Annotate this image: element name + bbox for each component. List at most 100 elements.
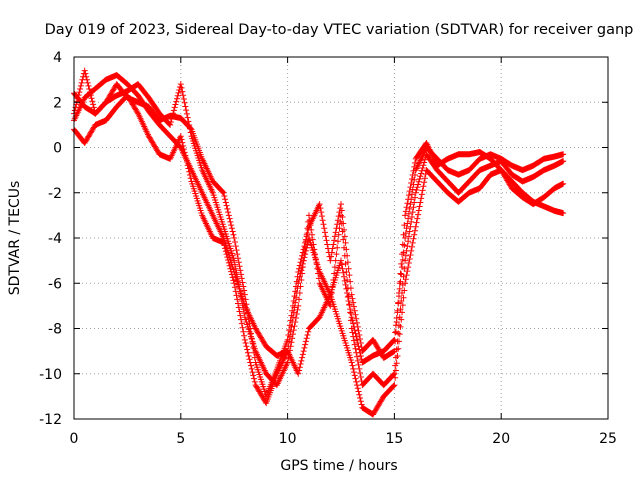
- data-point: [227, 265, 234, 272]
- grid: [74, 57, 608, 419]
- data-point: [298, 357, 305, 364]
- data-point: [229, 228, 236, 235]
- data-point: [406, 228, 413, 235]
- data-point: [225, 209, 232, 216]
- data-point: [350, 365, 357, 372]
- data-point: [302, 338, 309, 345]
- data-point: [310, 241, 317, 248]
- data-point: [225, 256, 232, 263]
- data-point: [241, 291, 248, 298]
- data-point: [231, 284, 238, 291]
- data-point: [345, 293, 352, 300]
- data-point: [338, 261, 345, 268]
- data-point: [182, 152, 189, 159]
- data-point: [351, 307, 358, 314]
- data-point: [296, 296, 303, 303]
- data-point: [408, 180, 415, 187]
- data-point: [298, 256, 305, 263]
- data-point: [249, 369, 256, 376]
- data-point: [395, 299, 402, 306]
- data-point: [416, 176, 423, 183]
- data-point: [235, 255, 242, 262]
- data-point: [347, 317, 354, 324]
- data-point: [405, 215, 412, 222]
- data-point: [390, 371, 397, 378]
- data-point: [315, 275, 322, 282]
- data-point: [348, 291, 355, 298]
- data-point: [398, 316, 405, 323]
- data-point: [334, 244, 341, 251]
- data-point: [334, 217, 341, 224]
- data-point: [84, 79, 91, 86]
- data-point: [240, 328, 247, 335]
- data-point: [355, 327, 362, 334]
- data-point: [293, 310, 300, 317]
- data-point: [394, 309, 401, 316]
- data-point: [330, 241, 337, 248]
- data-point: [248, 365, 255, 372]
- data-point: [287, 317, 294, 324]
- data-point: [226, 215, 233, 222]
- data-point: [250, 344, 257, 351]
- data-point: [223, 251, 230, 258]
- data-point: [405, 210, 412, 217]
- data-point: [305, 212, 312, 219]
- data-point: [300, 348, 307, 355]
- data-point: [402, 235, 409, 241]
- data-point: [396, 285, 403, 292]
- data-point: [233, 247, 240, 254]
- data-point: [295, 268, 302, 275]
- data-point: [246, 356, 253, 363]
- data-point: [406, 256, 413, 263]
- data-point: [180, 96, 187, 103]
- data-point: [292, 283, 299, 290]
- y-tick-label: -12: [39, 412, 62, 428]
- data-point: [225, 259, 232, 266]
- data-point: [324, 241, 331, 248]
- data-point: [408, 176, 415, 183]
- data-point: [304, 331, 311, 338]
- series-track-d: [71, 67, 567, 400]
- data-point: [221, 192, 228, 199]
- data-point: [296, 262, 303, 269]
- data-point: [299, 249, 306, 256]
- data-point: [343, 268, 350, 275]
- data-point: [179, 139, 186, 146]
- data-point: [303, 335, 310, 342]
- data-point: [229, 274, 236, 281]
- data-point: [410, 204, 417, 211]
- data-point: [234, 273, 241, 280]
- data-point: [419, 165, 426, 172]
- data-point: [354, 323, 361, 330]
- data-point: [406, 205, 413, 212]
- data-point: [90, 104, 97, 111]
- data-point: [355, 388, 362, 395]
- data-point: [225, 212, 232, 219]
- data-point: [81, 67, 88, 74]
- data-point: [402, 208, 409, 215]
- data-point: [415, 211, 422, 218]
- data-point: [353, 349, 360, 356]
- data-point: [235, 300, 242, 307]
- data-point: [301, 344, 308, 351]
- data-point: [77, 82, 84, 89]
- data-point: [238, 293, 245, 300]
- series-track-c: [71, 92, 567, 418]
- data-point: [350, 337, 357, 344]
- data-point: [299, 270, 306, 277]
- data-point: [352, 345, 359, 352]
- data-point: [318, 209, 325, 216]
- data-point: [339, 213, 346, 220]
- data-point: [331, 264, 338, 271]
- data-point: [338, 207, 345, 214]
- data-point: [227, 218, 234, 225]
- data-point: [348, 325, 355, 332]
- y-tick-label: -4: [48, 231, 62, 247]
- data-point: [397, 270, 404, 277]
- data-point: [167, 118, 174, 125]
- data-point: [230, 231, 237, 238]
- data-point: [219, 188, 226, 195]
- data-point: [234, 251, 241, 258]
- data-point: [410, 235, 417, 242]
- y-tick-label: 2: [53, 95, 62, 111]
